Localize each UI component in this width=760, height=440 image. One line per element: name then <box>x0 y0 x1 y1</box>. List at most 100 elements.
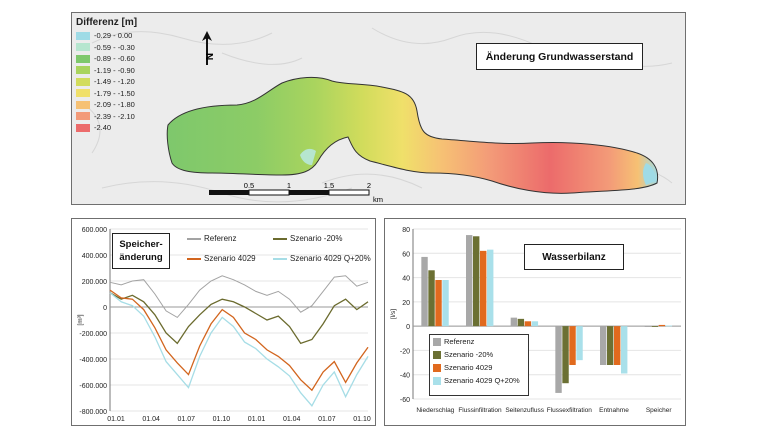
y-axis-label: [l/s] <box>390 309 397 319</box>
x-tick-label: 01.10 <box>353 416 371 423</box>
legend-row: -1.49 - -1.20 <box>76 76 168 88</box>
storage-legend-item: Referenz <box>187 234 236 243</box>
storage-legend: Referenz Szenario -20% Szenario 4029 Sze… <box>187 232 375 272</box>
legend-line-referenz <box>187 237 201 240</box>
bar <box>524 321 532 327</box>
difference-legend: Differenz [m] -0.29 - 0.00 -0.59 - -0.30 -… <box>76 17 168 134</box>
bar <box>555 326 562 393</box>
legend-label: -1.19 - -0.90 <box>94 65 135 75</box>
x-tick-label: 01.10 <box>213 416 231 423</box>
x-tick-label: 01.01 <box>248 416 266 423</box>
balance-legend-label: Szenario 4029 Q+20% <box>444 376 520 385</box>
scale-label-2: 1.5 <box>324 181 334 190</box>
x-category-label: Flussinfiltration <box>458 407 502 414</box>
y-tick-label: -800.000 <box>79 409 107 416</box>
storage-legend-item: Szenario -20% <box>273 234 342 243</box>
bar <box>466 235 473 327</box>
legend-row: -0.29 - 0.00 <box>76 30 168 42</box>
y-axis-label: [m³] <box>77 314 84 325</box>
legend-swatch <box>76 54 90 63</box>
y-tick-label: 0 <box>103 305 107 312</box>
bar <box>665 325 673 327</box>
x-category-label: Niederschlag <box>416 407 454 414</box>
scale-label-1: 1 <box>287 181 291 190</box>
scale-label-0: 0.5 <box>244 181 254 190</box>
series-line <box>109 292 369 407</box>
legend-label: -1.49 - -1.20 <box>94 77 135 87</box>
bar <box>562 326 569 384</box>
legend-label: -1.79 - -1.50 <box>94 88 135 98</box>
y-tick-label: -20 <box>400 348 410 355</box>
legend-label: -0.59 - -0.30 <box>94 42 135 52</box>
legend-swatch <box>76 89 90 98</box>
groundwater-difference-area <box>166 76 659 194</box>
water-balance-panel: 80 60 40 20 0 -20 -40 -60 [l/s] Niederschlag Fluss… <box>384 218 686 426</box>
balance-legend-item: Referenz <box>430 335 528 348</box>
bar <box>517 318 525 327</box>
storage-legend-label: Szenario 4029 <box>204 254 256 263</box>
bar <box>531 321 539 327</box>
y-tick-label: 20 <box>402 300 410 307</box>
scale-label-3: 2 <box>367 181 371 190</box>
series-line <box>109 289 369 392</box>
scale-unit: km <box>373 195 383 204</box>
x-tick-label: 01.07 <box>178 416 196 423</box>
series-line <box>109 292 369 345</box>
bar <box>576 326 583 361</box>
bar <box>442 280 449 327</box>
legend-swatch <box>433 376 441 385</box>
balance-legend-item: Szenario 4029 Q+20% <box>430 374 528 387</box>
legend-row: -2.09 - -1.80 <box>76 99 168 111</box>
legend-row: -2.39 - -2.10 <box>76 111 168 123</box>
legend-swatch <box>433 337 441 346</box>
legend-swatch <box>76 77 90 86</box>
x-category-label: Flussexfiltration <box>547 407 593 414</box>
legend-swatch <box>76 31 90 40</box>
storage-title-line1: Speicher- <box>119 239 163 250</box>
legend-swatch <box>76 43 90 52</box>
y-tick-label: 0 <box>406 324 410 331</box>
bar <box>428 270 435 327</box>
x-tick-label: 01.04 <box>283 416 301 423</box>
minor-change-zone <box>300 148 316 165</box>
map-title: Änderung Grundwasserstand <box>476 43 643 70</box>
legend-rows: -0.29 - 0.00 -0.59 - -0.30 -0.89 - -0.60 -1… <box>76 30 168 134</box>
bar <box>614 326 621 365</box>
y-tick-label: -600.000 <box>79 383 107 390</box>
legend-row: -2.40 <box>76 122 168 134</box>
balance-legend-item: Szenario -20% <box>430 348 528 361</box>
balance-legend: Referenz Szenario -20% Szenario 4029 Sze… <box>429 334 529 396</box>
legend-swatch <box>433 363 441 372</box>
y-tick-label: -40 <box>400 373 410 380</box>
x-tick-label: 01.07 <box>318 416 336 423</box>
scale-bar: 0.5 1 1.5 2 km <box>209 181 383 204</box>
legend-label: -0.29 - 0.00 <box>94 31 133 41</box>
storage-change-panel: 600.000 400.000 200.000 0 -200.000 -400.000 -6… <box>71 218 376 426</box>
legend-row: -0.89 - -0.60 <box>76 53 168 65</box>
bar <box>435 280 442 327</box>
y-tick-label: 600.000 <box>82 227 107 234</box>
legend-line-szenario-4029 <box>187 257 201 260</box>
legend-label: -0.89 - -0.60 <box>94 54 135 64</box>
storage-change-chart: 600.000 400.000 200.000 0 -200.000 -400.000 -6… <box>77 227 371 423</box>
x-category-label: Entnahme <box>599 407 629 414</box>
legend-line-szenario-4029-q20 <box>273 257 287 260</box>
y-tick-label: 200.000 <box>82 279 107 286</box>
balance-legend-item: Szenario 4029 <box>430 361 528 374</box>
legend-line-szenario-20 <box>273 237 287 240</box>
y-tick-label: 80 <box>402 227 410 234</box>
storage-legend-label: Referenz <box>204 234 237 243</box>
y-tick-label: 40 <box>402 276 410 283</box>
x-category-label: Seitenzufluss <box>505 407 544 414</box>
legend-title: Differenz [m] <box>76 17 138 28</box>
y-tick-label: -400.000 <box>79 357 107 364</box>
groundwater-map-panel: Differenz [m] -0.29 - 0.00 -0.59 - -0.30 -… <box>71 12 686 205</box>
y-tick-label: -200.000 <box>79 331 107 338</box>
bar <box>607 326 614 365</box>
legend-swatch <box>433 350 441 359</box>
north-arrow-icon <box>202 31 212 41</box>
legend-row: -0.59 - -0.30 <box>76 42 168 54</box>
north-label: N <box>203 53 214 60</box>
bar <box>487 249 494 327</box>
legend-swatch <box>76 123 90 132</box>
